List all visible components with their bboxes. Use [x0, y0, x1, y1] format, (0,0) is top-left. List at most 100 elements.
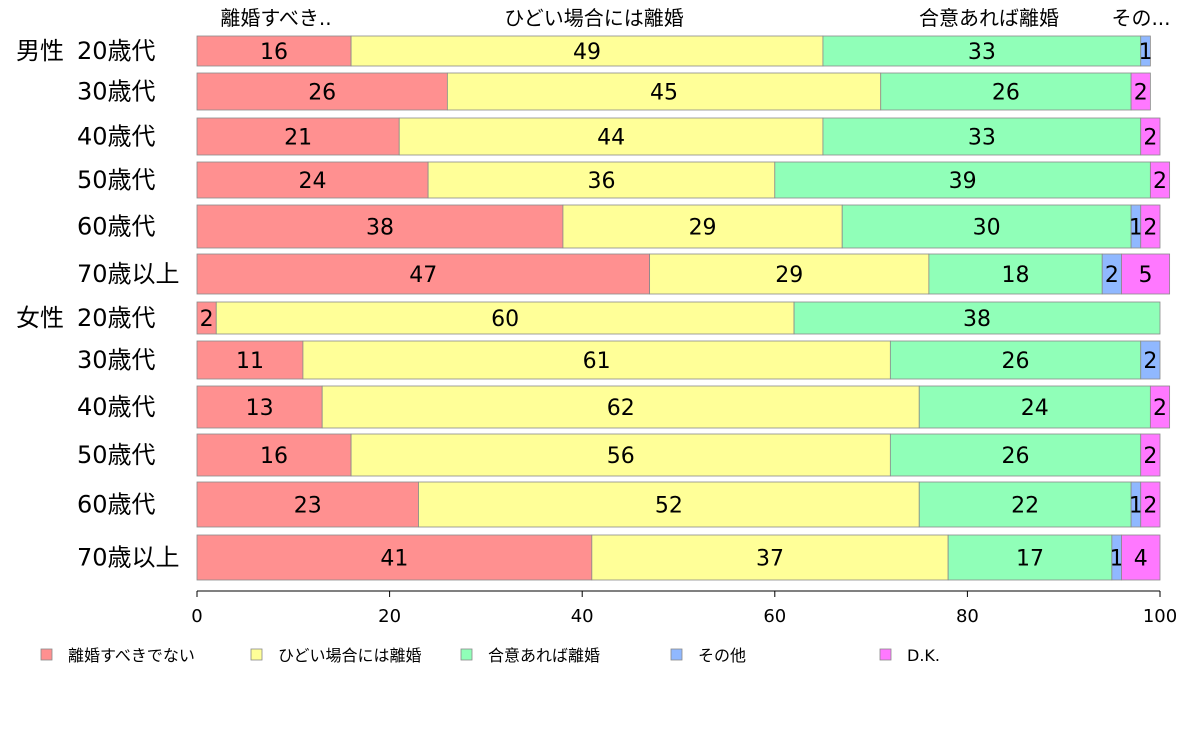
bar-value-label: 49 — [573, 40, 601, 65]
bar-value-label: 26 — [1002, 349, 1030, 374]
bar-segment — [398, 117, 824, 156]
legend: 離婚すべきでない ひどい場合には離婚 合意あれば離婚 その他 D.K. — [40, 646, 940, 665]
column-header: その... — [1111, 6, 1170, 30]
group-label: 女性 — [16, 304, 64, 332]
legend-label: 離婚すべきでない — [68, 646, 195, 665]
bar-segment — [418, 481, 920, 528]
bar-value-label: 39 — [949, 169, 977, 194]
bar-segment — [1121, 534, 1161, 581]
x-tick-label: 40 — [571, 606, 594, 627]
legend-swatch — [670, 648, 683, 661]
bar-value-label: 33 — [968, 126, 996, 151]
bar-row: 41 37 17 1 4 — [196, 534, 1161, 581]
bar-value-label: 2 — [1143, 494, 1157, 519]
bar-value-label: 38 — [366, 216, 394, 241]
bar-row: 13 62 24 2 — [196, 385, 1171, 429]
category-label: 40歳代 — [77, 123, 156, 151]
bar-value-label: 30 — [973, 216, 1001, 241]
column-header: 合意あれば離婚 — [919, 6, 1059, 30]
x-tick-label: 0 — [191, 606, 202, 627]
bar-segment — [302, 340, 891, 380]
bar-value-label: 2 — [1143, 349, 1157, 374]
bar-segment — [947, 534, 1113, 581]
bar-segment — [196, 161, 429, 199]
x-tick-label: 80 — [956, 606, 979, 627]
bar-segment — [1140, 433, 1161, 477]
legend-item: その他 — [670, 646, 746, 665]
bars: 16 49 33 126 45 26 221 44 33 224 36 39 238 29 30 1 247 29… — [196, 35, 1171, 581]
bar-segment — [1140, 117, 1161, 156]
bar-segment — [649, 253, 930, 295]
bar-value-label: 47 — [409, 263, 437, 288]
bar-row: 16 56 26 2 — [196, 433, 1161, 477]
legend-label: 合意あれば離婚 — [488, 646, 600, 665]
bar-value-label: 2 — [1153, 169, 1167, 194]
bar-value-label: 60 — [491, 307, 519, 332]
bar-value-label: 2 — [1134, 81, 1148, 106]
bar-value-label: 23 — [294, 494, 322, 519]
bar-segment — [1140, 204, 1161, 249]
legend-label: D.K. — [907, 646, 940, 665]
bar-row: 21 44 33 2 — [196, 117, 1161, 156]
bar-row: 2 60 38 — [196, 301, 1161, 335]
bar-row: 26 45 26 2 — [196, 72, 1151, 111]
bar-value-label: 2 — [1105, 263, 1119, 288]
bar-segment — [1130, 72, 1151, 111]
category-label: 60歳代 — [77, 491, 156, 519]
bar-segment — [889, 433, 1142, 477]
bar-value-label: 56 — [607, 444, 635, 469]
bar-value-label: 38 — [963, 307, 991, 332]
bar-value-label: 29 — [775, 263, 803, 288]
bar-value-label: 16 — [260, 444, 288, 469]
bar-row: 23 52 22 1 2 — [196, 481, 1161, 528]
bar-value-label: 29 — [689, 216, 717, 241]
bar-value-label: 17 — [1016, 547, 1044, 572]
bar-value-label: 26 — [1002, 444, 1030, 469]
bar-value-label: 61 — [583, 349, 611, 374]
legend-label: その他 — [698, 646, 746, 665]
category-label: 70歳以上 — [77, 544, 180, 572]
category-label: 40歳代 — [77, 393, 156, 421]
bar-segment — [196, 204, 564, 249]
group-label: 男性 — [16, 37, 64, 65]
bar-segment — [822, 35, 1142, 67]
legend-item: ひどい場合には離婚 — [250, 646, 422, 665]
bar-value-label: 4 — [1134, 547, 1148, 572]
bar-value-label: 1 — [1139, 40, 1153, 65]
bar-segment — [880, 72, 1132, 111]
bar-segment — [1121, 253, 1171, 295]
bar-segment — [427, 161, 776, 199]
bar-segment — [1149, 385, 1171, 429]
bar-row: 38 29 30 1 2 — [196, 204, 1161, 249]
category-label: 30歳代 — [77, 346, 156, 374]
bar-segment — [1149, 161, 1171, 199]
bar-value-label: 44 — [597, 126, 625, 151]
bar-segment — [196, 534, 593, 581]
bar-row: 47 29 18 2 5 — [196, 253, 1171, 295]
column-header: 離婚すべき.. — [220, 6, 331, 30]
bar-segment — [562, 204, 843, 249]
bar-segment — [196, 481, 419, 528]
bar-segment — [774, 161, 1151, 199]
bar-segment — [1140, 35, 1151, 67]
bar-row: 11 61 26 2 — [196, 340, 1161, 380]
bar-value-label: 45 — [650, 81, 678, 106]
bar-segment — [822, 117, 1142, 156]
category-label: 20歳代 — [77, 304, 156, 332]
category-labels: 20歳代 30歳代 40歳代 50歳代 60歳代 70歳以上 20歳代 30歳代 40歳代 50歳… — [16, 37, 180, 572]
bar-value-label: 2 — [1153, 396, 1167, 421]
category-label: 50歳代 — [77, 166, 156, 194]
x-tick-label: 100 — [1143, 606, 1177, 627]
bar-value-label: 2 — [1143, 444, 1157, 469]
bar-segment — [215, 301, 795, 335]
bar-segment — [196, 253, 651, 295]
bar-value-label: 1 — [1129, 494, 1143, 519]
bar-value-label: 2 — [1143, 126, 1157, 151]
legend-item: 合意あれば離婚 — [460, 646, 600, 665]
bar-segment — [350, 35, 824, 67]
bar-value-label: 36 — [587, 169, 615, 194]
legend-swatch — [460, 648, 473, 661]
bar-value-label: 1 — [1110, 547, 1124, 572]
bar-value-label: 62 — [607, 396, 635, 421]
